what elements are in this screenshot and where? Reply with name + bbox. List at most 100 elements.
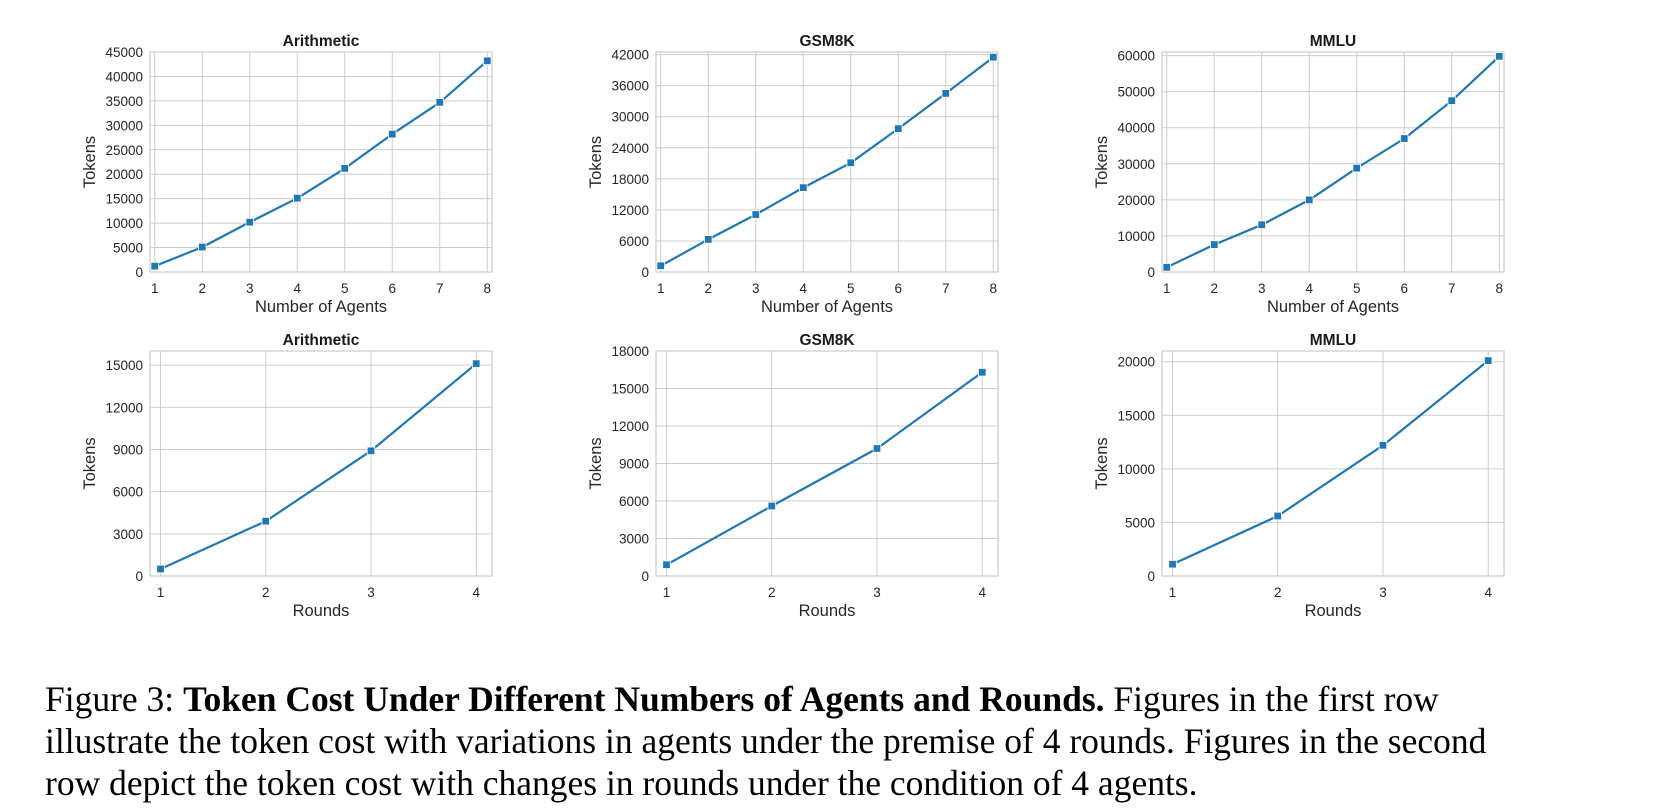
chart-4: 1 2 3 4 0 3000 6000 9000 12000 15000 Arithmetic Rou…	[81, 332, 492, 620]
data-point	[472, 360, 480, 368]
series-line	[155, 61, 488, 266]
x-tick-label: 2	[768, 585, 776, 600]
chart-title: GSM8K	[799, 332, 855, 349]
data-point	[989, 53, 997, 61]
data-point	[942, 90, 950, 98]
plot-frame	[150, 52, 492, 272]
x-tick-label: 7	[436, 281, 444, 296]
data-point	[151, 262, 159, 270]
x-axis-label: Rounds	[1305, 602, 1362, 620]
chart-title: MMLU	[1310, 33, 1357, 50]
y-tick-label: 10000	[105, 216, 143, 231]
data-point	[768, 502, 776, 510]
data-point	[341, 165, 349, 173]
y-tick-label: 20000	[1117, 193, 1155, 208]
caption-title: Token Cost Under Different Numbers of Ag…	[183, 679, 1104, 719]
x-tick-label: 8	[989, 281, 997, 296]
x-tick-label: 1	[1169, 585, 1177, 600]
data-point	[657, 262, 665, 270]
y-tick-label: 30000	[1117, 157, 1155, 172]
chart-5: 1 2 3 4 0 3000 6000 9000 12000 15000 18000 GSM8K Rou…	[587, 332, 998, 620]
y-tick-label: 9000	[619, 457, 649, 472]
y-tick-label: 0	[1147, 569, 1155, 584]
y-axis-label: Tokens	[81, 437, 99, 489]
plot-frame	[1162, 351, 1504, 576]
data-point	[1258, 221, 1266, 229]
x-tick-label: 3	[752, 281, 760, 296]
y-tick-label: 42000	[611, 48, 649, 63]
x-axis-label: Rounds	[293, 602, 350, 620]
x-tick-label: 2	[1274, 585, 1282, 600]
x-axis-label: Number of Agents	[761, 298, 893, 316]
data-point	[262, 517, 270, 525]
y-tick-label: 0	[135, 265, 143, 280]
x-tick-label: 3	[1379, 585, 1387, 600]
x-tick-label: 1	[1163, 281, 1171, 296]
x-tick-label: 4	[1305, 281, 1313, 296]
x-tick-label: 2	[704, 281, 712, 296]
y-tick-label: 45000	[105, 45, 143, 60]
y-tick-label: 12000	[105, 400, 143, 415]
x-tick-label: 4	[978, 585, 986, 600]
y-tick-label: 50000	[1117, 85, 1155, 100]
data-point	[847, 159, 855, 167]
figure-caption: Figure 3: Token Cost Under Different Num…	[45, 678, 1645, 804]
data-point	[388, 130, 396, 138]
x-tick-label: 4	[799, 281, 807, 296]
y-tick-label: 9000	[113, 442, 143, 457]
x-tick-label: 4	[1484, 585, 1492, 600]
data-point	[293, 194, 301, 202]
series-line	[661, 57, 994, 266]
data-point	[157, 565, 165, 573]
caption-line-2: illustrate the token cost with variation…	[45, 720, 1645, 762]
data-point	[1379, 441, 1387, 449]
data-point	[367, 447, 375, 455]
caption-line-3: row depict the token cost with changes i…	[45, 762, 1645, 804]
y-tick-label: 40000	[105, 69, 143, 84]
x-tick-label: 4	[293, 281, 301, 296]
y-tick-label: 60000	[1117, 49, 1155, 64]
data-point	[483, 57, 491, 65]
x-tick-label: 1	[657, 281, 665, 296]
caption-line-1: Figure 3: Token Cost Under Different Num…	[45, 678, 1645, 720]
y-tick-label: 3000	[619, 532, 649, 547]
x-tick-label: 3	[246, 281, 254, 296]
chart-title: MMLU	[1310, 332, 1357, 349]
data-point	[1274, 512, 1282, 520]
x-tick-label: 2	[198, 281, 206, 296]
data-point	[1210, 241, 1218, 249]
data-point	[1400, 135, 1408, 143]
caption-label: Figure 3:	[45, 679, 174, 719]
y-tick-label: 30000	[105, 118, 143, 133]
y-tick-label: 10000	[1117, 462, 1155, 477]
series-line	[161, 364, 477, 569]
x-tick-label: 6	[894, 281, 902, 296]
y-tick-label: 12000	[611, 419, 649, 434]
y-tick-label: 30000	[611, 110, 649, 125]
y-tick-label: 12000	[611, 203, 649, 218]
x-tick-label: 1	[663, 585, 671, 600]
x-tick-label: 1	[151, 281, 159, 296]
y-tick-label: 36000	[611, 79, 649, 94]
y-tick-label: 0	[135, 569, 143, 584]
x-tick-label: 5	[1353, 281, 1361, 296]
y-axis-label: Tokens	[587, 437, 605, 489]
x-tick-label: 5	[341, 281, 349, 296]
data-point	[1353, 164, 1361, 172]
chart-title: Arithmetic	[283, 332, 360, 349]
chart-title: Arithmetic	[283, 33, 360, 50]
y-tick-label: 6000	[619, 494, 649, 509]
y-axis-label: Tokens	[1093, 437, 1111, 489]
y-tick-label: 15000	[1117, 408, 1155, 423]
data-point	[1169, 560, 1177, 568]
data-point	[799, 184, 807, 192]
x-tick-label: 8	[1495, 281, 1503, 296]
y-tick-label: 25000	[105, 143, 143, 158]
data-point	[246, 218, 254, 226]
y-tick-label: 20000	[1117, 355, 1155, 370]
y-tick-label: 0	[1147, 265, 1155, 280]
x-tick-label: 5	[847, 281, 855, 296]
y-tick-label: 0	[641, 569, 649, 584]
data-point	[752, 211, 760, 219]
